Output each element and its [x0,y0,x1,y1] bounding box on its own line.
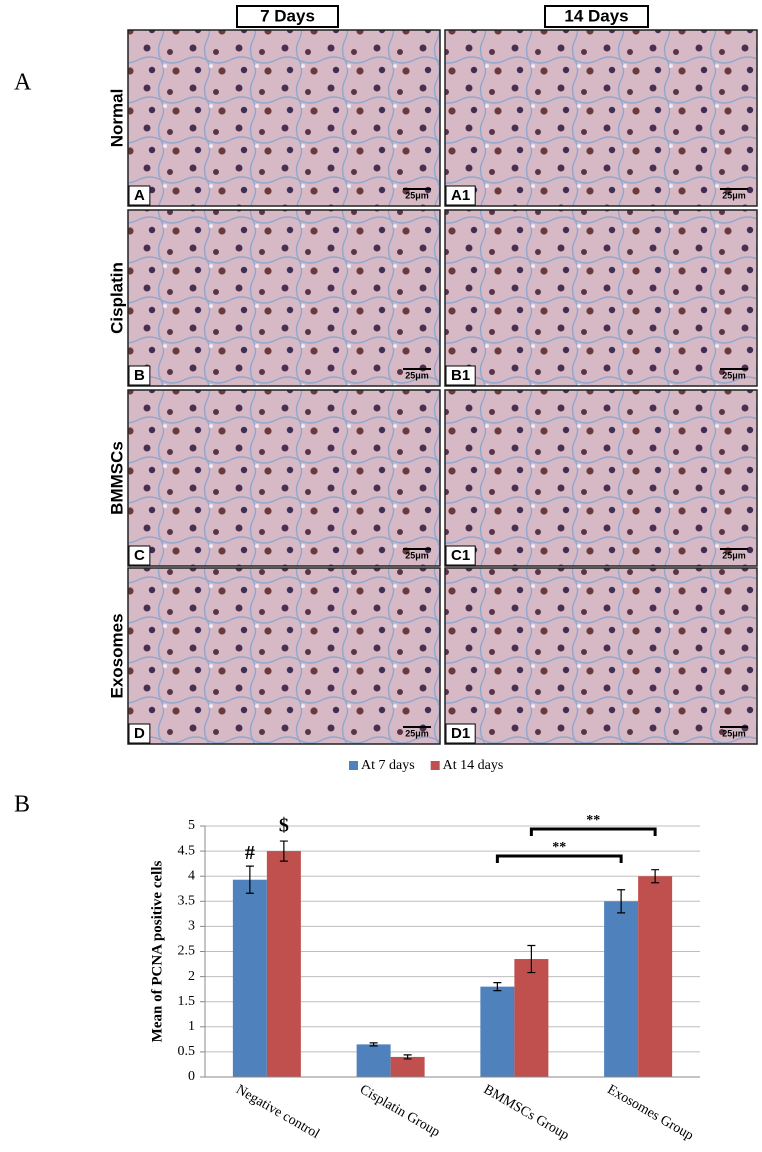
bar [604,901,639,1077]
y-tick-label: 4 [188,868,195,883]
micrograph-label-box [445,185,476,206]
micrograph [444,389,758,567]
y-tick-label: 4.5 [178,843,196,858]
x-tick-label: Negative control [233,1082,322,1142]
y-tick-label: 1 [188,1019,195,1034]
error-bar [617,889,626,914]
bar-chart: 0 0.5 1 1.5 2 2.5 3 3.5 4 4.5 5 Mean of PCNA positi… [149,758,700,1144]
significance-bracket [529,827,657,836]
scale-bar-label: 25μm [722,728,746,738]
bar [232,879,267,1077]
panel-label: A [14,70,32,96]
error-bar [279,840,288,862]
error-bar [403,1054,412,1060]
legend-label: At 7 days [361,758,415,773]
micrograph-label: B [134,367,145,384]
micrograph-label-box [445,365,476,386]
scale-bar-label: 25μm [405,190,429,200]
micrograph-label: B1 [451,367,470,384]
error-bar [651,869,660,884]
row-label: BMMSCs [107,441,126,515]
micrograph [127,567,441,745]
y-tick-label: 5 [188,818,195,833]
column-header: 14 Days [564,6,628,25]
y-tick-label: 3.5 [178,894,196,909]
micrograph-label: C1 [451,547,470,564]
bar [356,1044,391,1077]
annotation: ** [586,813,600,828]
legend-label: At 14 days [443,758,504,773]
panel-label: B [14,792,30,818]
bar [480,986,515,1077]
y-tick-label: 1.5 [178,994,196,1009]
micrograph-label-box [128,185,151,206]
y-tick-label: 0.5 [178,1044,196,1059]
row-label: Normal [107,89,126,148]
micrograph-label: C [134,547,145,564]
bar [514,959,549,1077]
micrograph [444,209,758,387]
y-tick-label: 3 [188,919,195,934]
micrograph-label-box [128,545,151,566]
scale-bar-label: 25μm [722,190,746,200]
micrograph-label: D1 [451,725,470,742]
micrograph-label-box [128,723,151,744]
x-tick-label: Cisplatin Group [357,1082,442,1140]
micrograph-label: D [134,725,145,742]
micrograph [444,29,758,207]
bar [390,1056,425,1077]
scale-bar-label: 25μm [722,550,746,560]
x-tick-label: BMMSCs Group [481,1082,572,1143]
bar [638,876,673,1077]
micrograph [127,29,441,207]
row-label: Exosomes [107,613,126,698]
scale-bar-label: 25μm [405,370,429,380]
micrograph [127,389,441,567]
scale-bar-label: 25μm [722,370,746,380]
micrograph [127,209,441,387]
column-header: 7 Days [260,6,315,25]
micrograph-label-box [445,545,476,566]
column-header-box [544,5,649,28]
y-tick-label: 2 [188,969,195,984]
annotation: # [245,842,255,864]
micrograph-label: A [134,187,145,204]
y-tick-label: 0 [188,1069,195,1084]
legend-swatch [349,761,358,770]
significance-bracket [495,854,623,863]
error-bar [369,1042,378,1047]
y-axis-label: Mean of PCNA positive cells [149,861,165,1043]
y-tick-label: 2.5 [178,944,196,959]
error-bar [527,944,536,974]
legend-swatch [430,761,440,770]
micrograph-grid: 7 Days 14 Days Normal A 25μm A1 25μm Cisplatin B… [107,5,758,745]
annotation: $ [279,815,289,837]
scale-bar-label: 25μm [405,550,429,560]
bar [266,851,301,1077]
micrograph-label-box [128,365,151,386]
error-bar [245,865,254,894]
scale-bar-label: 25μm [405,728,429,738]
micrograph-label-box [445,723,476,744]
x-tick-label: Exosomes Group [605,1082,696,1143]
annotation: ** [552,840,566,855]
column-header-box [236,5,339,28]
micrograph-label: A1 [451,187,470,204]
error-bar [493,982,502,992]
micrograph [444,567,758,745]
row-label: Cisplatin [107,262,126,334]
